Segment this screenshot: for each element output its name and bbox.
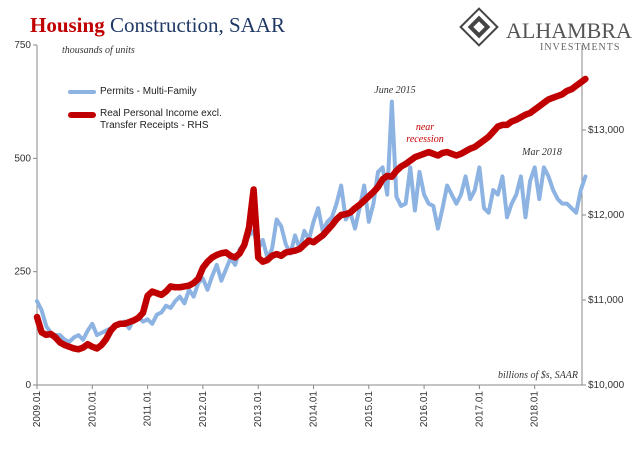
legend-entry: Permits - Multi-Family [68, 86, 245, 98]
legend-label: Real Personal Income excl. Transfer Rece… [100, 108, 222, 131]
series-line [33, 75, 589, 353]
x-tick-label: 2011.01 [143, 391, 154, 427]
x-tick-label: 2017.01 [474, 391, 485, 428]
y2-tick-label: $10,000 [588, 380, 625, 391]
logo-icon [459, 7, 499, 47]
x-tick-label: 2018.01 [530, 391, 541, 428]
logo-name: ALHAMBRA [506, 18, 632, 43]
y2-axis-label: billions of $s, SAAR [498, 370, 578, 381]
x-tick-label: 2010.01 [87, 391, 98, 428]
y-tick-label: 500 [14, 153, 31, 164]
annotation: June 2015 [374, 85, 415, 96]
title-rest: Construction, SAAR [110, 13, 285, 37]
legend-label: Permits - Multi-Family [100, 86, 197, 97]
x-tick-label: 2014.01 [309, 391, 320, 428]
x-tick-label: 2015.01 [364, 391, 375, 428]
legend-entry: Real Personal Income excl. Transfer Rece… [68, 108, 245, 132]
logo-tagline: INVESTMENTS [540, 42, 620, 53]
title-highlight: Housing [30, 13, 105, 37]
x-tick-label: 2013.01 [253, 391, 264, 428]
x-tick-label: 2016.01 [419, 391, 430, 428]
x-tick-label: 2012.01 [198, 391, 209, 428]
annotation: near recession [406, 122, 443, 145]
legend-swatch [68, 90, 96, 94]
x-tick-label: 2009.01 [32, 391, 43, 428]
annotation-line: recession [406, 134, 443, 145]
legend: Permits - Multi-Family Real Personal Inco… [68, 86, 245, 142]
y-tick-label: 250 [14, 267, 31, 278]
annotation: Mar 2018 [521, 147, 562, 158]
legend-swatch [68, 112, 96, 118]
chart-title: Housing Construction, SAAR [30, 13, 285, 37]
y-tick-label: 0 [25, 380, 31, 391]
y2-tick-label: $11,000 [588, 295, 624, 306]
y2-tick-label: $12,000 [588, 210, 625, 221]
series-line [35, 99, 588, 344]
y-tick-label: 750 [14, 40, 31, 51]
y-axis-label: thousands of units [62, 45, 135, 56]
y2-tick-label: $13,000 [588, 125, 625, 136]
annotation-line: near [416, 122, 434, 133]
